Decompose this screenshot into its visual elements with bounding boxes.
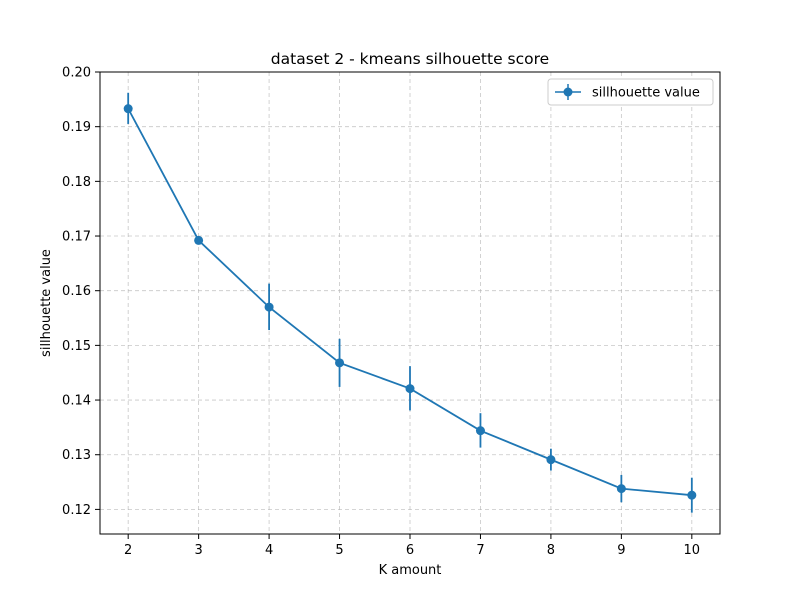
data-point [616, 484, 626, 494]
x-tick-label: 7 [476, 543, 484, 558]
y-axis-label: sillhouette value [39, 249, 54, 357]
chart-title: dataset 2 - kmeans silhouette score [271, 50, 549, 68]
x-tick-label: 3 [194, 543, 202, 558]
data-point [335, 358, 345, 368]
x-axis-label: K amount [379, 563, 442, 578]
y-tick-label: 0.17 [62, 230, 91, 245]
legend-marker-swatch [563, 87, 573, 97]
data-series [123, 92, 697, 513]
x-tick-label: 4 [265, 543, 273, 558]
data-point [687, 490, 697, 500]
y-tick-label: 0.15 [62, 339, 91, 354]
y-tick-label: 0.12 [62, 503, 91, 518]
y-tick-label: 0.14 [62, 394, 91, 409]
data-point [264, 302, 274, 312]
y-tick-label: 0.18 [62, 175, 91, 190]
axis-ticks: 2 3 4 5 6 7 8 9 10 0.12 0.13 0.14 0.15 0.16 0.17 0.18 0.… [62, 66, 700, 559]
legend-label: sillhouette value [592, 86, 700, 101]
data-point [546, 455, 556, 465]
legend: sillhouette value [547, 78, 714, 106]
x-tick-label: 8 [547, 543, 555, 558]
data-point [123, 104, 133, 114]
y-tick-label: 0.20 [62, 66, 91, 81]
y-tick-label: 0.13 [62, 448, 91, 463]
data-point [194, 235, 204, 245]
x-tick-label: 5 [335, 543, 343, 558]
data-point [475, 426, 485, 436]
y-tick-label: 0.16 [62, 284, 91, 299]
legend-box [547, 78, 714, 106]
x-tick-label: 2 [124, 543, 132, 558]
data-point [405, 384, 415, 394]
x-tick-label: 10 [684, 543, 701, 558]
x-tick-label: 6 [406, 543, 414, 558]
y-tick-label: 0.19 [62, 120, 91, 135]
x-tick-label: 9 [617, 543, 625, 558]
plot-frame [99, 71, 721, 535]
